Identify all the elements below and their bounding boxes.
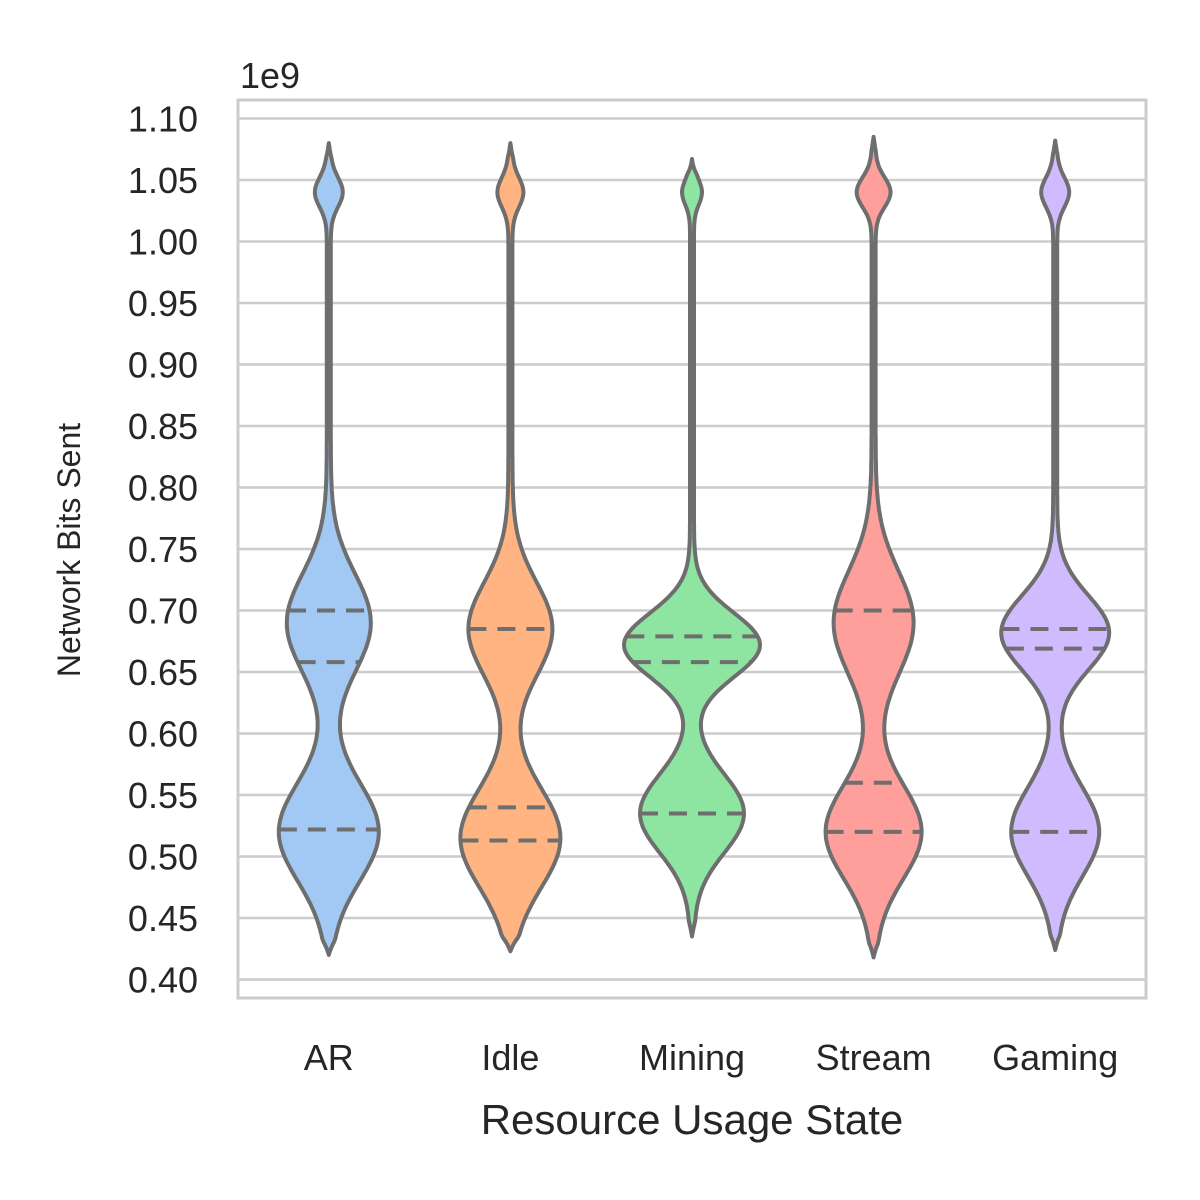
y-tick-label: 1.05 (128, 160, 198, 201)
x-axis-label: Resource Usage State (481, 1096, 904, 1143)
x-tick-label-gaming: Gaming (992, 1037, 1118, 1078)
y-tick-label: 0.65 (128, 652, 198, 693)
x-tick-label-ar: AR (304, 1037, 354, 1078)
violin-ar (276, 141, 381, 957)
violin-idle (458, 141, 563, 954)
x-tick-label-idle: Idle (481, 1037, 539, 1078)
y-axis-label: Network Bits Sent (51, 423, 87, 677)
y-tick-label: 1.10 (128, 98, 198, 139)
y-tick-label: 0.75 (128, 529, 198, 570)
y-tick-label: 0.50 (128, 837, 198, 878)
violins (276, 134, 1112, 960)
violin-stream (823, 134, 924, 960)
violin-mining (622, 157, 762, 939)
x-tick-labels: AR Idle Mining Stream Gaming (304, 1037, 1118, 1078)
x-tick-label-mining: Mining (639, 1037, 745, 1078)
y-tick-label: 0.85 (128, 406, 198, 447)
y-tick-labels: 0.40 0.45 0.50 0.55 0.60 0.65 0.70 0.75 0.80 0.85… (128, 98, 198, 1000)
y-tick-label: 0.80 (128, 467, 198, 508)
y-tick-label: 0.90 (128, 344, 198, 385)
y-tick-label: 0.70 (128, 591, 198, 632)
violin-gaming (999, 138, 1112, 952)
y-tick-label: 0.45 (128, 898, 198, 939)
offset-label: 1e9 (240, 55, 300, 96)
y-tick-label: 0.60 (128, 714, 198, 755)
y-tick-label: 0.95 (128, 283, 198, 324)
y-tick-label: 0.55 (128, 775, 198, 816)
y-tick-label: 0.40 (128, 960, 198, 1001)
y-tick-label: 1.00 (128, 221, 198, 262)
x-tick-label-stream: Stream (816, 1037, 932, 1078)
plot-frame (236, 98, 1148, 1000)
